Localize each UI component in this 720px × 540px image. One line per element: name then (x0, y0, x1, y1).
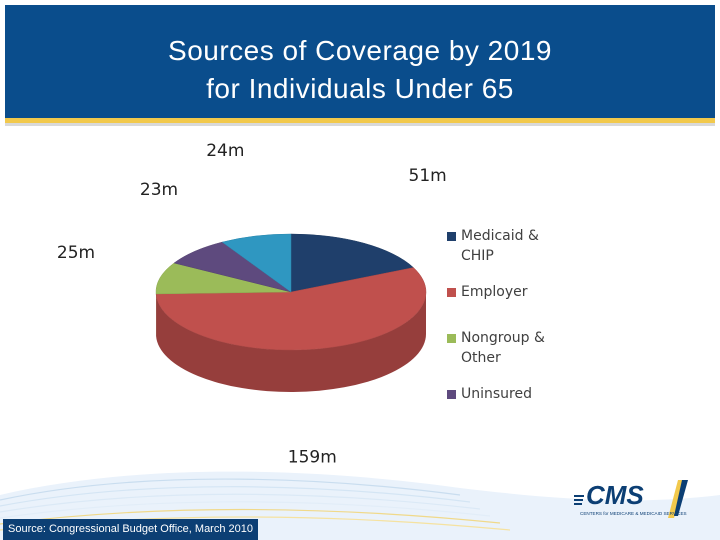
legend-label-3: Uninsured (461, 386, 532, 402)
legend-swatch-2 (447, 334, 456, 343)
data-label-1: 159m (288, 447, 337, 467)
source-note: Source: Congressional Budget Office, Mar… (3, 519, 258, 540)
pie-slice-side-1-0 (156, 292, 427, 392)
legend-swatch-0 (447, 232, 456, 241)
pie-slice-4 (221, 233, 292, 293)
data-label-4: 24m (206, 141, 244, 161)
pie-slice-1 (155, 267, 427, 351)
legend-label-0: Medicaid & CHIP (461, 228, 539, 264)
title-banner (5, 5, 715, 118)
legend-label-2: Nongroup & Other (461, 330, 545, 366)
banner-gold-rule (5, 118, 715, 123)
slide-title: Sources of Coverage by 2019 for Individu… (168, 35, 552, 104)
cms-logo-subtext: CENTERS for MEDICARE & MEDICAID SERVICES (580, 511, 687, 516)
data-label-3: 23m (140, 180, 178, 200)
data-label-0: 51m (409, 166, 447, 186)
data-label-2: 25m (57, 243, 95, 263)
pie-slice-0 (290, 233, 414, 293)
cms-logo-text: CMS (586, 480, 644, 510)
legend-swatch-3 (447, 390, 456, 399)
cms-logo: CMS CENTERS for MEDICARE & MEDICAID SERV… (574, 480, 688, 518)
legend-label-1: Employer (461, 284, 528, 300)
banner-grey-rule (5, 123, 715, 126)
legend-swatch-1 (447, 288, 456, 297)
